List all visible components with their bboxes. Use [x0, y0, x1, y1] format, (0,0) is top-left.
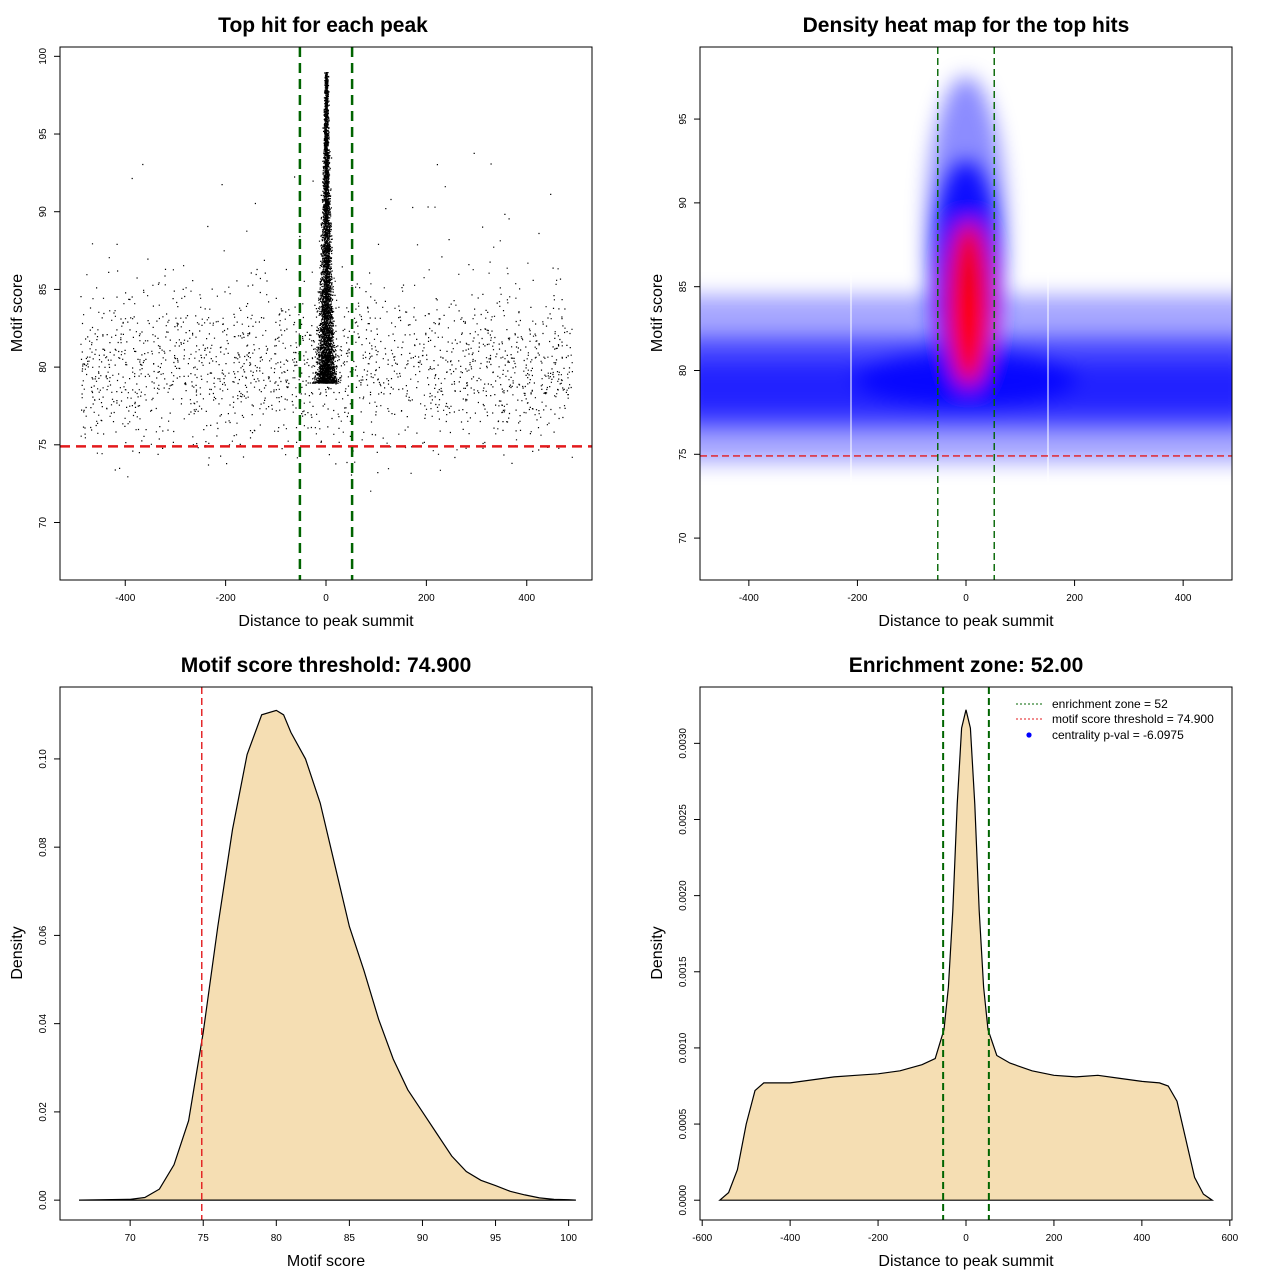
scatter-ytick-label: 95 — [38, 128, 49, 140]
distance-density-panel: Enrichment zone: 52.00 -600 -400 -200 0 200 4… — [649, 654, 1239, 1270]
motif-density-xlabel: Motif score — [287, 1253, 365, 1270]
distance-density-xtick-label: -600 — [692, 1233, 712, 1244]
motif-density-ytick-label: 0.04 — [38, 1013, 49, 1033]
scatter-title: Top hit for each peak — [218, 14, 428, 37]
legend-threshold-label: motif score threshold = 74.900 — [1052, 712, 1214, 726]
heatmap-xtick-label: -200 — [847, 593, 867, 604]
distance-density-xtick-label: -400 — [780, 1233, 800, 1244]
distance-density-xtick-label: 0 — [963, 1233, 969, 1244]
distance-density-xtick-label: -200 — [868, 1233, 888, 1244]
distance-density-xtick-label: 600 — [1221, 1233, 1238, 1244]
scatter-ytick-label: 90 — [38, 206, 49, 218]
heatmap-panel: Density heat map for the top hits -400 -2… — [649, 14, 1233, 630]
motif-density-ytick-label: 0.10 — [38, 749, 49, 769]
scatter-xtick-label: 0 — [323, 593, 329, 604]
scatter-ylabel: Motif score — [9, 274, 26, 352]
motif-density-ytick-label: 0.08 — [38, 837, 49, 857]
distance-density-ylabel: Density — [649, 926, 666, 979]
scatter-ytick-label: 70 — [38, 517, 49, 529]
motif-density-title: Motif score threshold: 74.900 — [181, 654, 472, 677]
heatmap-ytick-label: 80 — [678, 364, 689, 376]
motif-density-xtick-label: 95 — [490, 1233, 502, 1244]
scatter-xtick-label: -200 — [216, 593, 236, 604]
scatter-ytick-label: 75 — [38, 439, 49, 451]
heatmap-xtick-label: 0 — [963, 593, 969, 604]
scatter-ytick-label: 80 — [38, 361, 49, 373]
motif-density-xtick-label: 100 — [560, 1233, 577, 1244]
motif-density-curve — [78, 709, 576, 1201]
scatter-points — [80, 72, 574, 492]
motif-density-xtick-label: 90 — [417, 1233, 429, 1244]
scatter-xtick-label: -400 — [115, 593, 135, 604]
distance-density-title: Enrichment zone: 52.00 — [849, 654, 1084, 677]
scatter-panel: Top hit for each peak -400 -200 0 200 400 70 7… — [9, 14, 593, 630]
distance-density-ytick-label: 0.0025 — [678, 804, 689, 835]
distance-density-xlabel: Distance to peak summit — [878, 1253, 1054, 1270]
scatter-xtick-label: 200 — [418, 593, 435, 604]
scatter-point-cloud — [80, 72, 574, 492]
heatmap-title: Density heat map for the top hits — [803, 14, 1130, 37]
scatter-ytick-label: 100 — [38, 48, 49, 65]
heatmap-peak-red-core — [954, 288, 983, 385]
heatmap-ytick-label: 75 — [678, 448, 689, 460]
motif-score-density-panel: Motif score threshold: 74.900 70 75 80 85 90… — [9, 654, 593, 1270]
motif-density-xtick-label: 85 — [344, 1233, 356, 1244]
heatmap-ytick-label: 70 — [678, 532, 689, 544]
heatmap-ylabel: Motif score — [649, 274, 666, 352]
heatmap-density — [700, 76, 1232, 463]
distance-density-ytick-label: 0.0020 — [678, 880, 689, 911]
scatter-xlabel: Distance to peak summit — [238, 613, 414, 630]
heatmap-xlabel: Distance to peak summit — [878, 613, 1054, 630]
motif-density-ylabel: Density — [9, 926, 26, 979]
distance-density-xtick-label: 200 — [1046, 1233, 1063, 1244]
legend: enrichment zone = 52 motif score thresho… — [1016, 697, 1214, 742]
heatmap-ytick-label: 90 — [678, 197, 689, 209]
distance-density-ytick-label: 0.0015 — [678, 956, 689, 987]
distance-density-curve — [718, 709, 1215, 1201]
motif-density-ytick-label: 0.02 — [38, 1102, 49, 1122]
distance-density-ytick-label: 0.0000 — [678, 1184, 689, 1215]
motif-density-xtick-label: 70 — [125, 1233, 137, 1244]
heatmap-ytick-label: 85 — [678, 281, 689, 293]
legend-pval-label: centrality p-val = -6.0975 — [1052, 728, 1184, 742]
motif-density-ytick-label: 0.06 — [38, 925, 49, 945]
distance-density-xtick-label: 400 — [1134, 1233, 1151, 1244]
scatter-ytick-label: 85 — [38, 283, 49, 295]
heatmap-xtick-label: -400 — [739, 593, 759, 604]
distance-density-ytick-label: 0.0005 — [678, 1108, 689, 1139]
distance-density-ytick-label: 0.0010 — [678, 1032, 689, 1063]
motif-density-xtick-label: 80 — [271, 1233, 283, 1244]
heatmap-ytick-label: 95 — [678, 113, 689, 125]
distance-density-ytick-label: 0.0030 — [678, 728, 689, 759]
legend-enrichment-label: enrichment zone = 52 — [1052, 697, 1168, 711]
heatmap-xtick-label: 200 — [1066, 593, 1083, 604]
scatter-xtick-label: 400 — [518, 593, 535, 604]
motif-density-plot-frame — [59, 686, 593, 1221]
motif-density-ytick-label: 0.00 — [38, 1190, 49, 1210]
legend-pval-dot — [1026, 732, 1032, 738]
heatmap-xtick-label: 400 — [1175, 593, 1192, 604]
motif-density-xtick-label: 75 — [198, 1233, 210, 1244]
